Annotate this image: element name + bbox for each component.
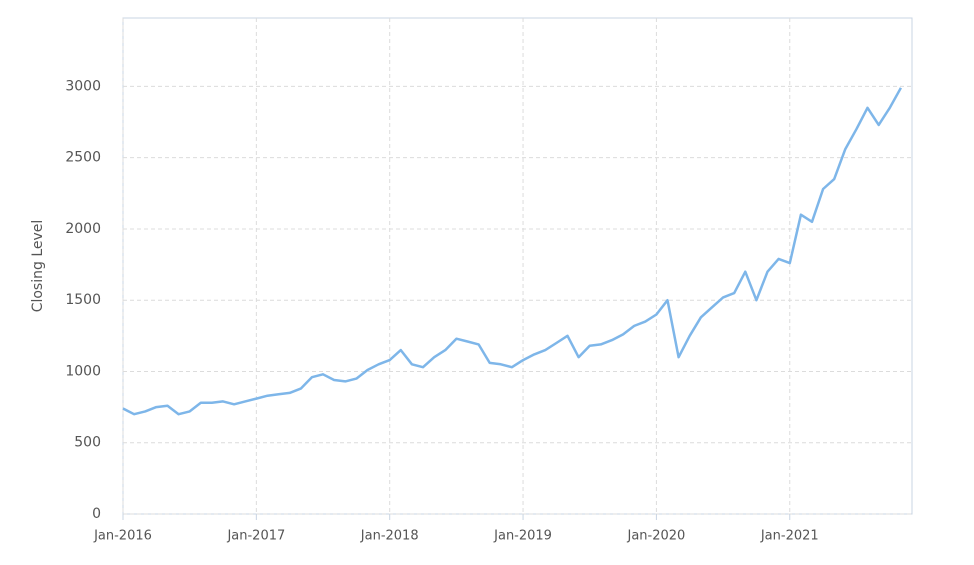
x-tick-label: Jan-2016 <box>93 529 152 544</box>
plot-frame <box>122 17 913 515</box>
y-tick-label: 1000 <box>65 363 101 379</box>
y-tick-label: 0 <box>92 506 101 522</box>
y-tick-label: 2500 <box>65 150 101 166</box>
y-tick-label: 500 <box>74 435 101 451</box>
x-tick-label: Jan-2020 <box>626 529 685 544</box>
x-tick-label: Jan-2017 <box>226 529 285 544</box>
x-tick-label: Jan-2019 <box>493 529 552 544</box>
x-tick-label: Jan-2021 <box>760 529 819 544</box>
x-tick-label: Jan-2018 <box>360 529 419 544</box>
y-tick-label: 2000 <box>65 221 101 237</box>
y-tick-label: 3000 <box>65 78 101 94</box>
y-tick-label: 1500 <box>65 292 101 308</box>
y-axis-label: Closing Level <box>30 220 46 313</box>
data-line <box>122 87 902 416</box>
